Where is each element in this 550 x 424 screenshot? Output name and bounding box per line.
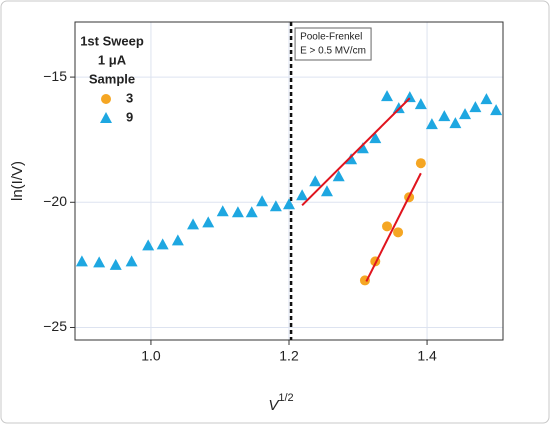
point	[345, 153, 358, 165]
legend-label: 9	[126, 109, 133, 124]
point	[449, 117, 462, 129]
point	[202, 216, 215, 228]
legend-title: 1st Sweep	[80, 33, 144, 48]
point	[216, 205, 229, 217]
annotation: Poole-Frenkel	[300, 32, 362, 43]
y-tick-label: −25	[43, 318, 67, 334]
point	[231, 206, 244, 218]
x-axis-label: V1/2	[268, 392, 293, 414]
point	[171, 234, 184, 246]
point	[256, 195, 269, 207]
point	[490, 104, 503, 116]
point	[245, 206, 258, 218]
fit-line	[301, 97, 411, 206]
point	[480, 93, 493, 105]
point	[469, 101, 482, 113]
annotation: E > 0.5 MV/cm	[300, 46, 366, 57]
y-tick-label: −15	[43, 68, 67, 84]
plot-frame	[74, 21, 504, 341]
annotation-box	[294, 27, 372, 61]
legend-marker	[101, 94, 111, 104]
point	[142, 239, 155, 251]
point	[459, 108, 472, 120]
point	[269, 200, 282, 212]
point	[392, 102, 405, 114]
point	[187, 218, 200, 230]
point	[393, 227, 404, 238]
point	[403, 91, 416, 103]
x-tick-label: 1.4	[417, 348, 437, 364]
legend-marker	[100, 112, 112, 123]
point	[109, 258, 122, 270]
legend-title: Sample	[89, 71, 135, 86]
point	[320, 185, 333, 197]
point	[382, 221, 393, 232]
x-axis-label-superscript: 1/2	[278, 392, 293, 404]
point	[283, 198, 295, 210]
point	[425, 118, 438, 130]
point	[369, 132, 382, 144]
point	[309, 175, 322, 187]
x-tick-label: 1.0	[141, 348, 161, 364]
point	[415, 158, 426, 169]
legend-title: 1 μA	[98, 52, 127, 67]
point	[125, 255, 138, 267]
point	[93, 256, 106, 268]
point	[381, 90, 394, 102]
legend-label: 3	[126, 90, 133, 105]
point	[75, 255, 88, 267]
x-axis-label-base: V	[268, 397, 280, 414]
y-axis-label: ln(I/V)	[9, 161, 26, 201]
point	[414, 98, 427, 110]
point	[156, 238, 169, 250]
point	[438, 110, 451, 122]
point	[332, 170, 345, 182]
point	[356, 142, 369, 154]
y-tick-label: −20	[43, 193, 67, 209]
fit-line	[365, 172, 422, 282]
x-tick-label: 1.2	[279, 348, 299, 364]
point	[296, 189, 309, 201]
